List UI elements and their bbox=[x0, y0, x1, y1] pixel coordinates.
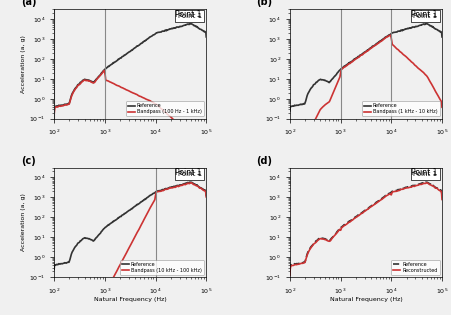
X-axis label: Natural Frequency (Hz): Natural Frequency (Hz) bbox=[94, 297, 166, 302]
Bandpass (1 kHz - 10 kHz) bbox=[403, 54, 408, 58]
Reconstructed bbox=[403, 186, 408, 190]
Reference bbox=[423, 180, 429, 184]
Reference bbox=[61, 261, 66, 265]
Reference bbox=[296, 261, 302, 265]
Bandpass (1 kHz - 10 kHz) bbox=[439, 105, 445, 109]
Reconstructed bbox=[376, 200, 381, 204]
Reference bbox=[403, 27, 408, 31]
Text: Point 1: Point 1 bbox=[413, 13, 437, 19]
Line: Reference: Reference bbox=[54, 182, 206, 270]
Legend: Reference, Bandpass (1 kHz - 10 kHz): Reference, Bandpass (1 kHz - 10 kHz) bbox=[362, 101, 440, 116]
Text: Point 1: Point 1 bbox=[411, 10, 437, 19]
Bandpass (1 kHz - 10 kHz) bbox=[287, 178, 293, 181]
Reference bbox=[148, 193, 154, 197]
Text: (c): (c) bbox=[21, 156, 36, 166]
Text: Point 1: Point 1 bbox=[411, 169, 437, 177]
Line: Reference: Reference bbox=[54, 24, 206, 111]
Reconstructed bbox=[287, 273, 293, 277]
Bandpass (1 kHz - 10 kHz) bbox=[296, 158, 302, 162]
Legend: Reference, Reconstructed: Reference, Reconstructed bbox=[391, 260, 440, 275]
Y-axis label: Acceleration (a, g): Acceleration (a, g) bbox=[21, 194, 26, 251]
Reference bbox=[379, 197, 385, 200]
Line: Bandpass (10 kHz - 100 kHz): Bandpass (10 kHz - 100 kHz) bbox=[54, 183, 206, 315]
Bandpass (1 kHz - 10 kHz) bbox=[419, 69, 424, 72]
Bandpass (10 kHz - 100 kHz) bbox=[144, 213, 149, 217]
Reference bbox=[418, 23, 423, 27]
X-axis label: Natural Frequency (Hz): Natural Frequency (Hz) bbox=[330, 297, 402, 302]
Line: Reference: Reference bbox=[290, 182, 442, 270]
Reference bbox=[203, 193, 209, 197]
Text: Point 1: Point 1 bbox=[178, 13, 202, 19]
Line: Reconstructed: Reconstructed bbox=[290, 183, 442, 275]
Line: Reference: Reference bbox=[290, 24, 442, 111]
Reference bbox=[140, 199, 145, 203]
Reference bbox=[167, 27, 172, 31]
Bandpass (1 kHz - 10 kHz) bbox=[384, 35, 390, 39]
Reference bbox=[376, 41, 381, 44]
Text: Point 1: Point 1 bbox=[175, 10, 202, 19]
Legend: Reference, Bandpass (100 Hz - 1 kHz): Reference, Bandpass (100 Hz - 1 kHz) bbox=[126, 101, 204, 116]
Text: Point 1: Point 1 bbox=[178, 171, 202, 177]
Reference bbox=[144, 197, 149, 200]
Bandpass (100 Hz - 1 kHz) bbox=[148, 100, 154, 103]
Bandpass (10 kHz - 100 kHz) bbox=[140, 221, 145, 225]
Reference bbox=[287, 109, 293, 113]
Reference bbox=[376, 199, 381, 203]
Bandpass (100 Hz - 1 kHz) bbox=[144, 97, 149, 101]
Text: (b): (b) bbox=[257, 0, 272, 7]
Reconstructed bbox=[424, 181, 430, 185]
Bandpass (1 kHz - 10 kHz) bbox=[388, 33, 393, 37]
Reference bbox=[439, 193, 445, 197]
Reference bbox=[61, 103, 66, 107]
Bandpass (100 Hz - 1 kHz) bbox=[51, 112, 57, 116]
Reference bbox=[384, 35, 390, 38]
Line: Bandpass (100 Hz - 1 kHz): Bandpass (100 Hz - 1 kHz) bbox=[54, 71, 206, 167]
Reference bbox=[296, 103, 302, 107]
Reconstructed bbox=[379, 197, 385, 201]
Bandpass (10 kHz - 100 kHz) bbox=[189, 181, 194, 185]
Text: Point 1: Point 1 bbox=[175, 169, 202, 177]
Reference bbox=[167, 186, 172, 189]
Reconstructed bbox=[439, 198, 445, 201]
Bandpass (10 kHz - 100 kHz) bbox=[182, 183, 188, 186]
Line: Bandpass (1 kHz - 10 kHz): Bandpass (1 kHz - 10 kHz) bbox=[290, 35, 442, 180]
Reference bbox=[148, 35, 154, 38]
Y-axis label: Acceleration (a, g): Acceleration (a, g) bbox=[21, 35, 26, 93]
Bandpass (100 Hz - 1 kHz) bbox=[101, 69, 107, 72]
Bandpass (100 Hz - 1 kHz) bbox=[183, 129, 188, 132]
Reference bbox=[182, 182, 188, 186]
Reference bbox=[188, 180, 193, 184]
Reference bbox=[51, 268, 57, 272]
Bandpass (1 kHz - 10 kHz) bbox=[376, 41, 381, 45]
Reference bbox=[439, 35, 445, 39]
Reference bbox=[188, 22, 193, 26]
Legend: Reference, Bandpass (10 kHz - 100 kHz): Reference, Bandpass (10 kHz - 100 kHz) bbox=[120, 260, 204, 275]
Reference bbox=[203, 35, 209, 39]
Reference bbox=[182, 23, 188, 27]
Bandpass (10 kHz - 100 kHz) bbox=[167, 186, 172, 190]
Reference bbox=[144, 38, 149, 42]
Bandpass (100 Hz - 1 kHz) bbox=[140, 95, 145, 99]
Reconstructed bbox=[418, 183, 423, 186]
Bandpass (100 Hz - 1 kHz) bbox=[203, 165, 209, 169]
Bandpass (10 kHz - 100 kHz) bbox=[148, 204, 154, 208]
Reference bbox=[423, 22, 429, 26]
Bandpass (1 kHz - 10 kHz) bbox=[379, 39, 385, 43]
Reference bbox=[403, 186, 408, 189]
Reference bbox=[51, 109, 57, 113]
Bandpass (100 Hz - 1 kHz) bbox=[61, 104, 66, 107]
Reference bbox=[379, 38, 385, 42]
Reference bbox=[418, 182, 423, 186]
Text: (a): (a) bbox=[21, 0, 36, 7]
Text: Point 1: Point 1 bbox=[413, 171, 437, 177]
Reference bbox=[384, 193, 390, 197]
Reference bbox=[140, 41, 145, 44]
Reconstructed bbox=[296, 262, 302, 266]
Bandpass (10 kHz - 100 kHz) bbox=[203, 195, 209, 199]
Reference bbox=[287, 268, 293, 272]
Text: (d): (d) bbox=[257, 156, 272, 166]
Bandpass (100 Hz - 1 kHz) bbox=[167, 114, 172, 118]
Reconstructed bbox=[384, 194, 390, 198]
